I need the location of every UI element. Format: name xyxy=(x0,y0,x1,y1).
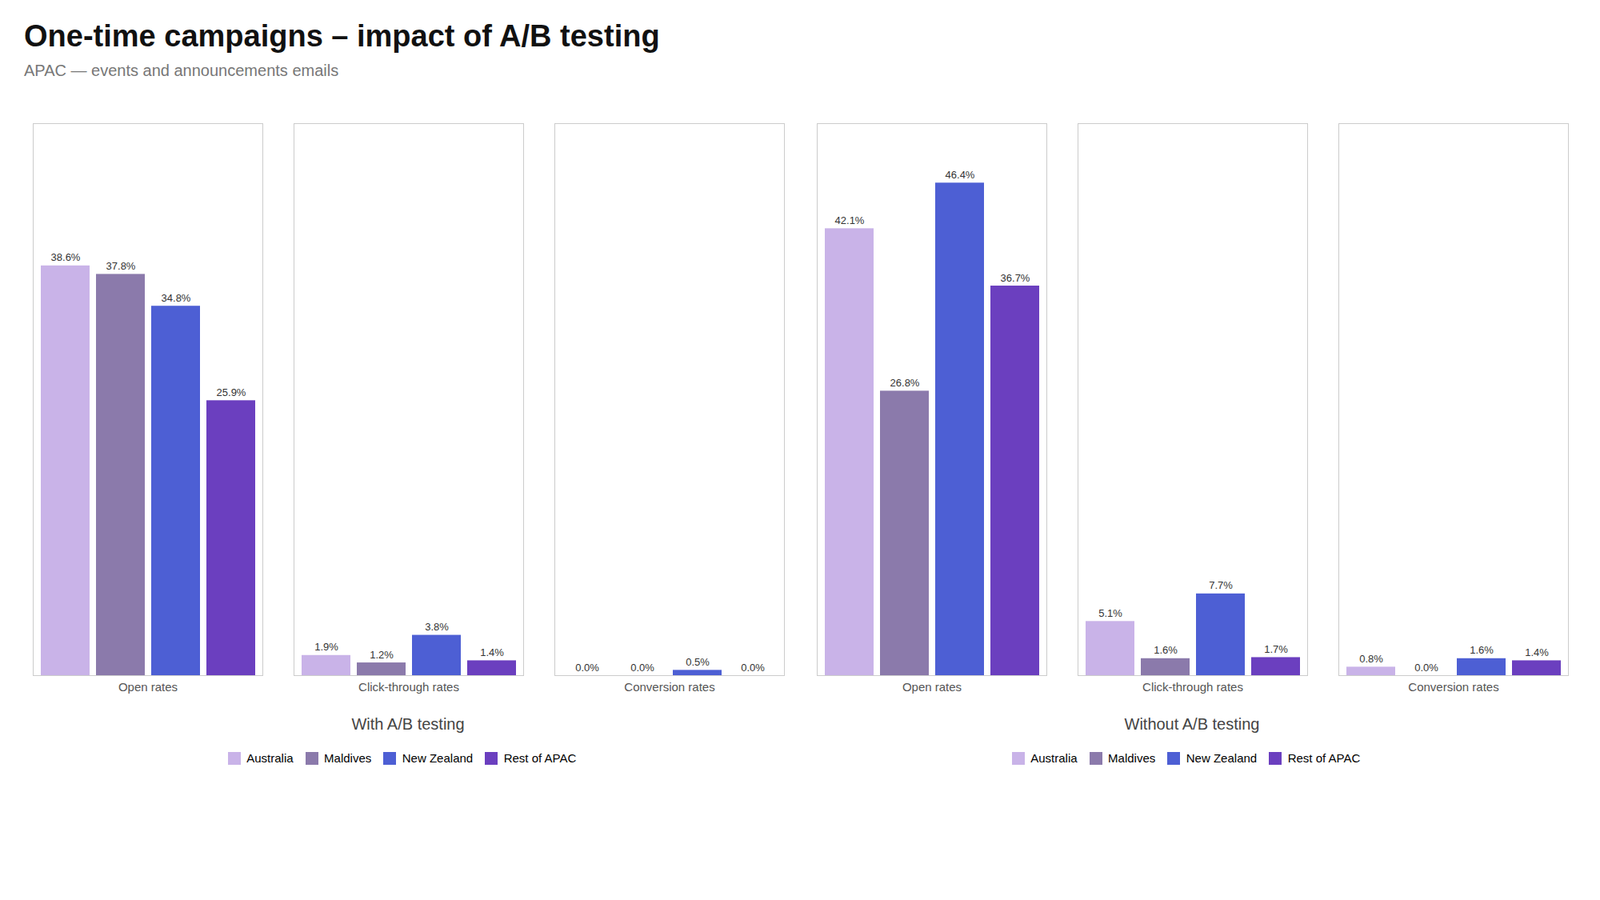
svg-text:Click-through rates: Click-through rates xyxy=(1142,680,1244,694)
svg-text:1.6%: 1.6% xyxy=(1469,644,1494,656)
svg-text:34.8%: 34.8% xyxy=(161,292,192,304)
html-text:Australia: Australia xyxy=(1030,751,1078,765)
svg-text:Open rates: Open rates xyxy=(902,680,962,694)
svg-text:42.1%: 42.1% xyxy=(835,214,865,227)
svg-text:1.4%: 1.4% xyxy=(480,646,504,659)
html-text:Australia: Australia xyxy=(246,751,294,765)
svg-text:7.7%: 7.7% xyxy=(1208,579,1233,592)
svg-text:0.8%: 0.8% xyxy=(1359,652,1384,665)
svg-text:1.2%: 1.2% xyxy=(369,648,394,661)
svg-text:3.8%: 3.8% xyxy=(424,620,449,633)
html-text:New Zealand: New Zealand xyxy=(1186,751,1257,765)
svg-text:Open rates: Open rates xyxy=(118,680,178,694)
svg-text:1.4%: 1.4% xyxy=(1524,646,1549,659)
html-text:One-time campaigns – impact of: One-time campaigns – impact of A/B testi… xyxy=(24,19,660,53)
svg-text:26.8%: 26.8% xyxy=(890,376,920,389)
svg-text:Conversion rates: Conversion rates xyxy=(1408,680,1499,694)
html-text:APAC — events and announcement: APAC — events and announcements emails xyxy=(24,61,339,80)
html-text:New Zealand: New Zealand xyxy=(402,751,473,765)
html-text:Maldives: Maldives xyxy=(324,751,372,765)
html-text:Maldives: Maldives xyxy=(1108,751,1156,765)
svg-text:Click-through rates: Click-through rates xyxy=(358,680,460,694)
svg-text:0.0%: 0.0% xyxy=(740,661,765,674)
html-text:Without A/B testing: Without A/B testing xyxy=(1124,715,1260,733)
svg-text:0.0%: 0.0% xyxy=(1414,661,1439,674)
svg-text:1.9%: 1.9% xyxy=(314,640,339,653)
svg-text:36.7%: 36.7% xyxy=(1000,272,1031,284)
svg-text:25.9%: 25.9% xyxy=(216,386,247,399)
svg-text:5.1%: 5.1% xyxy=(1098,607,1123,620)
html-text:With A/B testing: With A/B testing xyxy=(351,715,465,733)
svg-text:37.8%: 37.8% xyxy=(106,260,136,272)
svg-text:0.0%: 0.0% xyxy=(575,661,600,674)
svg-text:Conversion rates: Conversion rates xyxy=(624,680,715,694)
svg-text:46.4%: 46.4% xyxy=(945,168,976,181)
svg-text:0.0%: 0.0% xyxy=(630,661,655,674)
svg-text:0.5%: 0.5% xyxy=(685,656,710,668)
html-text:Rest of APAC: Rest of APAC xyxy=(503,751,577,765)
svg-text:1.7%: 1.7% xyxy=(1264,643,1288,656)
html-text:Rest of APAC: Rest of APAC xyxy=(1287,751,1361,765)
svg-text:38.6%: 38.6% xyxy=(51,251,81,264)
svg-text:1.6%: 1.6% xyxy=(1153,644,1178,656)
